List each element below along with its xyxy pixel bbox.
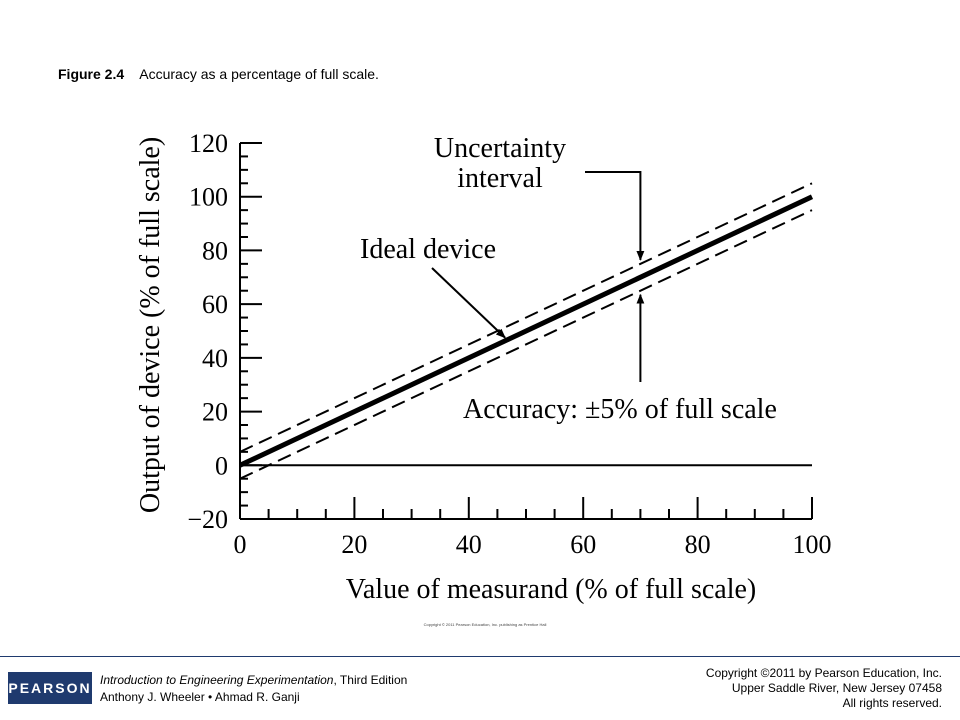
y-tick-label: 80 [202,236,228,265]
y-tick-label: 100 [189,183,228,212]
figure-caption: Figure 2.4 Accuracy as a percentage of f… [58,66,379,82]
chart-credit: Copyright © 2011 Pearson Education, Inc.… [424,622,547,627]
x-tick-label: 80 [685,530,711,559]
x-axis-title: Value of measurand (% of full scale) [346,574,757,605]
footer-divider [0,656,960,657]
pearson-logo: PEARSON [8,672,92,704]
book-info: Introduction to Engineering Experimentat… [100,672,407,706]
y-tick-label: 60 [202,290,228,319]
book-authors: Anthony J. Wheeler • Ahmad R. Ganji [100,690,300,704]
book-title: Introduction to Engineering Experimentat… [100,673,334,687]
series-line-ideal [238,194,814,468]
arrow-ideal-device [431,267,506,339]
chart-annotations: Uncertainty interval Ideal device Accuracy:… [360,133,777,627]
copyright-line-1: Copyright ©2011 by Pearson Education, In… [705,666,942,680]
figure-label: Figure 2.4 [58,66,125,82]
chart-series [238,182,814,480]
annotation-uncertainty-interval: Uncertainty interval [434,133,566,194]
x-tick-label: 0 [234,530,247,559]
x-tick-label: 40 [456,530,482,559]
y-tick-label: 120 [189,129,228,158]
copyright-notice: Copyright ©2011 by Pearson Education, In… [706,666,942,711]
x-tick-label: 60 [570,530,596,559]
y-axis-title: Output of device (% of full scale) [135,137,166,513]
series-line-lower-bound [239,209,813,480]
y-tick-label: 0 [215,451,228,480]
y-tick-label: 20 [202,398,228,427]
x-tick-label: 100 [793,530,832,559]
annotation-ideal-device: Ideal device [360,234,496,265]
copyright-line-3: All rights reserved. [842,696,942,710]
annotation-accuracy: Accuracy: ±5% of full scale [463,394,777,425]
figure-caption-text: Accuracy as a percentage of full scale. [139,66,379,82]
arrow-uncertainty-upper [585,171,645,261]
copyright-line-2: Upper Saddle River, New Jersey 07458 [731,681,942,695]
x-tick-label: 20 [341,530,367,559]
y-tick-label: −20 [187,505,228,534]
series-line-upper-bound [239,182,813,453]
y-tick-label: 40 [202,344,228,373]
book-edition: , Third Edition [333,673,408,687]
